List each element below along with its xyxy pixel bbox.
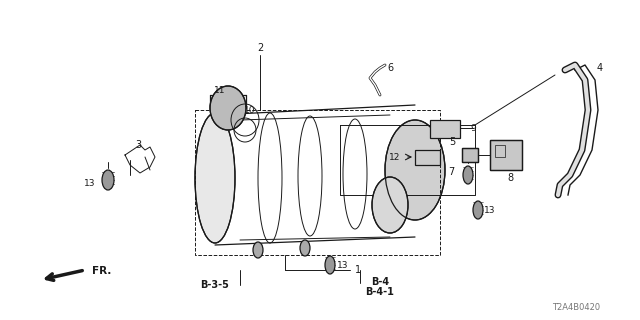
Ellipse shape bbox=[253, 242, 263, 258]
Bar bbox=[495, 145, 505, 157]
Bar bbox=[490, 140, 522, 170]
Ellipse shape bbox=[102, 170, 114, 190]
Bar bbox=[415, 150, 440, 165]
Bar bbox=[462, 148, 478, 162]
Text: 9: 9 bbox=[470, 124, 476, 132]
Text: 13: 13 bbox=[484, 205, 496, 214]
Text: 3: 3 bbox=[135, 140, 141, 150]
Bar bbox=[490, 140, 522, 170]
Ellipse shape bbox=[463, 166, 473, 184]
Text: 12: 12 bbox=[389, 153, 401, 162]
Text: T2A4B0420: T2A4B0420 bbox=[552, 303, 600, 313]
Ellipse shape bbox=[300, 240, 310, 256]
Text: 7: 7 bbox=[448, 167, 454, 177]
Text: 2: 2 bbox=[257, 43, 263, 53]
Text: 8: 8 bbox=[507, 173, 513, 183]
Text: 10: 10 bbox=[244, 106, 256, 115]
Text: 13: 13 bbox=[83, 179, 95, 188]
Text: 5: 5 bbox=[449, 137, 455, 147]
Text: 6: 6 bbox=[387, 63, 393, 73]
Ellipse shape bbox=[325, 256, 335, 274]
Text: 11: 11 bbox=[214, 85, 226, 94]
Text: B-4-1: B-4-1 bbox=[365, 287, 394, 297]
Text: 1: 1 bbox=[355, 265, 361, 275]
Text: FR.: FR. bbox=[92, 266, 111, 276]
Ellipse shape bbox=[210, 86, 246, 130]
Ellipse shape bbox=[195, 113, 235, 243]
Text: 13: 13 bbox=[337, 260, 349, 269]
Text: B-3-5: B-3-5 bbox=[200, 280, 229, 290]
Ellipse shape bbox=[372, 177, 408, 233]
Text: 4: 4 bbox=[597, 63, 603, 73]
Text: B-4: B-4 bbox=[371, 277, 389, 287]
Ellipse shape bbox=[385, 120, 445, 220]
Ellipse shape bbox=[473, 201, 483, 219]
Bar bbox=[430, 120, 460, 138]
Bar bbox=[462, 148, 478, 162]
